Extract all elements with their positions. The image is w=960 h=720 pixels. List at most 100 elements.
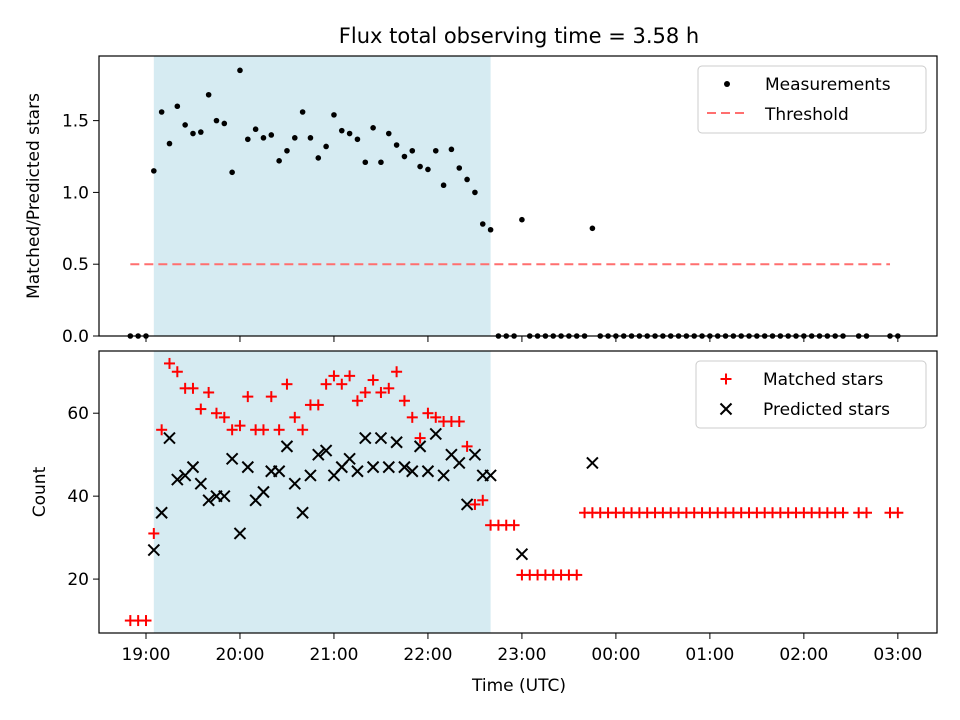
predicted-star-point: [225, 452, 239, 466]
x-tick-label: 00:00: [591, 645, 640, 665]
predicted-star-point: [468, 448, 482, 461]
legend-matched-glyph: [720, 373, 732, 385]
top-y-ticks: 0.0 0.5 1.0 1.5: [62, 112, 99, 347]
predicted-star-point: [421, 465, 435, 478]
predicted-star-point: [343, 452, 356, 466]
predicted-star-point: [374, 431, 388, 445]
predicted-star-point: [586, 456, 599, 470]
x-tick-label: 01:00: [685, 645, 734, 665]
bottom-x-ticks: 19:00 20:00 21:00 22:00 23:00 00:00 01:00 02:00…: [121, 633, 922, 665]
matched-star-point: [297, 424, 309, 436]
predicted-star-point: [257, 485, 270, 499]
predicted-star-point: [272, 465, 286, 478]
matched-star-point: [226, 424, 238, 436]
measurement-point: [205, 91, 212, 98]
matched-star-point: [367, 374, 379, 386]
legend-matched: Matched stars: [763, 370, 883, 390]
x-tick-label: 20:00: [215, 645, 264, 665]
predicted-star-point: [296, 506, 309, 519]
measurement-point: [331, 112, 337, 118]
matched-star-point: [242, 391, 254, 403]
y-tick-label: 0.0: [62, 327, 89, 347]
matched-star-point: [281, 378, 293, 390]
predicted-star-point: [218, 489, 231, 503]
measurement-point: [440, 182, 447, 189]
measurement-point: [268, 132, 275, 138]
predicted-star-point: [398, 460, 411, 474]
bottom-y-label: Count: [30, 466, 50, 517]
measurement-point: [401, 153, 408, 160]
matched-star-point: [257, 424, 269, 436]
predicted-star-point: [304, 469, 317, 482]
x-tick-label: 21:00: [309, 645, 358, 665]
predicted-star-point: [359, 431, 372, 445]
matched-star-point: [265, 391, 277, 403]
matched-star-point: [187, 382, 199, 394]
predicted-star-point: [460, 498, 474, 511]
measurement-point: [479, 221, 486, 227]
matched-star-point: [351, 395, 363, 407]
matched-star-point: [140, 615, 152, 627]
measurement-point: [370, 124, 376, 131]
y-tick-label: 60: [67, 404, 89, 424]
predicted-star-point: [241, 460, 255, 474]
predicted-star-point: [351, 465, 364, 478]
top-panel: 0.0 0.5 1.0 1.5 Matched/Predicted stars Mea…: [24, 55, 938, 347]
predicted-star-point: [202, 494, 215, 507]
predicted-star-point: [382, 460, 395, 474]
matched-star-point: [477, 494, 489, 506]
legend-matched-marker: [720, 373, 732, 385]
top-x-ticks: [145, 336, 899, 342]
legend-predicted-marker: [719, 402, 733, 416]
predicted-star-point: [484, 469, 497, 482]
measurement-point: [487, 226, 494, 233]
matched-star-point: [837, 507, 849, 519]
predicted-star-point: [406, 465, 419, 478]
bottom-legend: Matched stars Predicted stars: [695, 360, 927, 429]
bottom-x-label: Time (UTC): [471, 676, 566, 696]
matched-star-point: [344, 370, 356, 382]
measurement-point: [323, 143, 329, 150]
measurement-point: [276, 158, 282, 164]
measurement-point: [213, 117, 220, 124]
predicted-star-point: [186, 460, 200, 474]
measurement-point: [299, 109, 306, 115]
legend-measurements: Measurements: [765, 75, 891, 95]
measurement-point: [260, 135, 267, 141]
matched-stars-points: [124, 357, 904, 627]
matched-star-point: [234, 420, 246, 432]
measurement-point: [151, 168, 157, 174]
matched-star-point: [289, 411, 301, 423]
predicted-star-point: [233, 527, 247, 540]
x-tick-label: 03:00: [873, 645, 922, 665]
chart-title: Flux total observing time = 3.58 h: [339, 24, 699, 48]
measurement-point: [346, 130, 353, 137]
measurement-point: [245, 136, 251, 143]
matched-star-point: [171, 366, 183, 378]
predicted-star-point: [312, 448, 325, 461]
measurement-point: [378, 159, 384, 166]
predicted-star-point: [366, 460, 380, 474]
measurement-point: [307, 135, 314, 141]
measurement-point: [158, 109, 165, 115]
matched-star-point: [383, 382, 395, 394]
predicted-star-point: [319, 444, 333, 457]
matched-star-point: [163, 357, 175, 369]
matched-star-point: [195, 403, 207, 415]
measurement-point: [393, 142, 400, 148]
matched-star-point: [414, 432, 426, 444]
predicted-star-point: [288, 477, 302, 490]
measurement-point: [354, 136, 361, 143]
legend-threshold: Threshold: [764, 105, 849, 125]
measurement-point: [229, 169, 235, 176]
measurement-point: [448, 146, 455, 153]
y-tick-label: 0.5: [62, 255, 89, 275]
x-tick-label: 22:00: [403, 645, 452, 665]
measurement-point: [252, 126, 259, 133]
legend-measurement-marker: [724, 81, 730, 87]
matched-star-point: [571, 569, 583, 581]
matched-star-point: [430, 411, 442, 423]
matched-star-point: [328, 370, 340, 382]
bottom-panel: 20 40 60 19:00 20:00 21:00 22:00 23:00 00:00 01:…: [30, 350, 938, 696]
top-legend: Measurements Threshold: [697, 65, 927, 134]
